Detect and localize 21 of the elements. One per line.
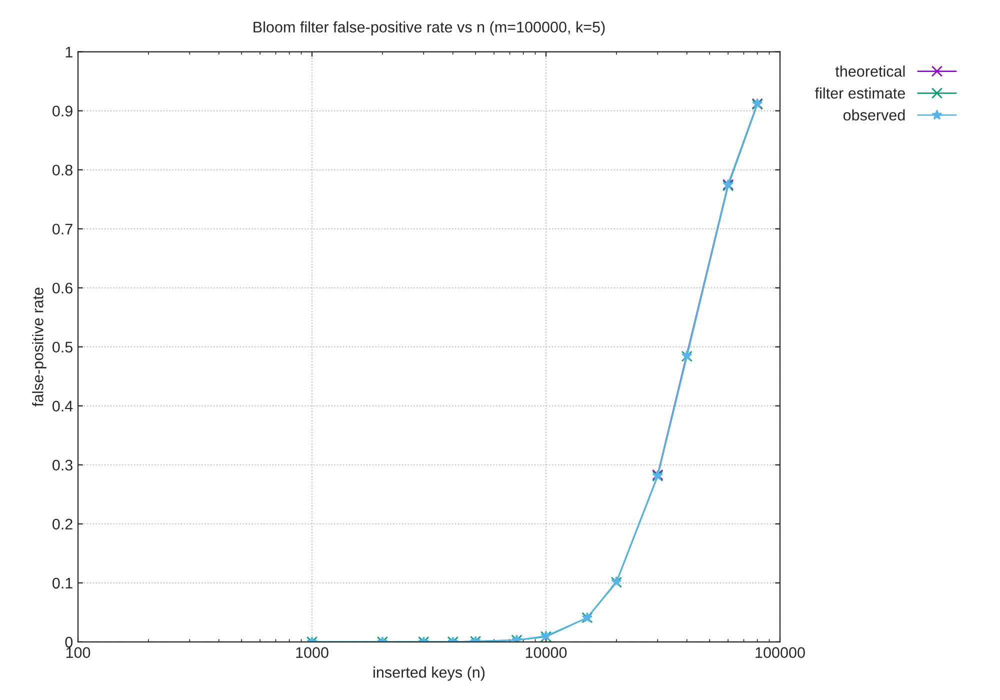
y-tick-label: 0 (65, 636, 73, 648)
x-tick-label: 1000 (296, 647, 328, 658)
y-tick-label: 0.2 (52, 518, 72, 530)
x-tick-label: 100000 (756, 647, 805, 658)
legend-label: observed (843, 109, 905, 121)
y-tick-label: 0.1 (52, 578, 72, 589)
y-tick-label: 0.8 (52, 164, 72, 176)
y-tick-label: 0.6 (52, 282, 72, 294)
y-tick-label: 0.3 (52, 460, 72, 471)
legend-label: filter estimate (815, 87, 905, 99)
y-tick-label: 0.5 (52, 342, 72, 353)
y-axis-title: false-positive rate (32, 288, 46, 406)
y-tick-label: 0.7 (52, 224, 72, 235)
x-axis-title: inserted keys (n) (374, 666, 485, 681)
y-tick-label: 0.9 (52, 106, 72, 116)
y-tick-label: 1 (66, 46, 72, 58)
legend-label: theoretical (835, 66, 905, 77)
x-tick-label: 100 (66, 647, 90, 658)
y-tick-label: 0.4 (52, 400, 73, 412)
chart-title: Bloom filter false-positive rate vs n (m=100000, k=5) (254, 21, 605, 36)
x-tick-label: 10000 (526, 647, 567, 658)
